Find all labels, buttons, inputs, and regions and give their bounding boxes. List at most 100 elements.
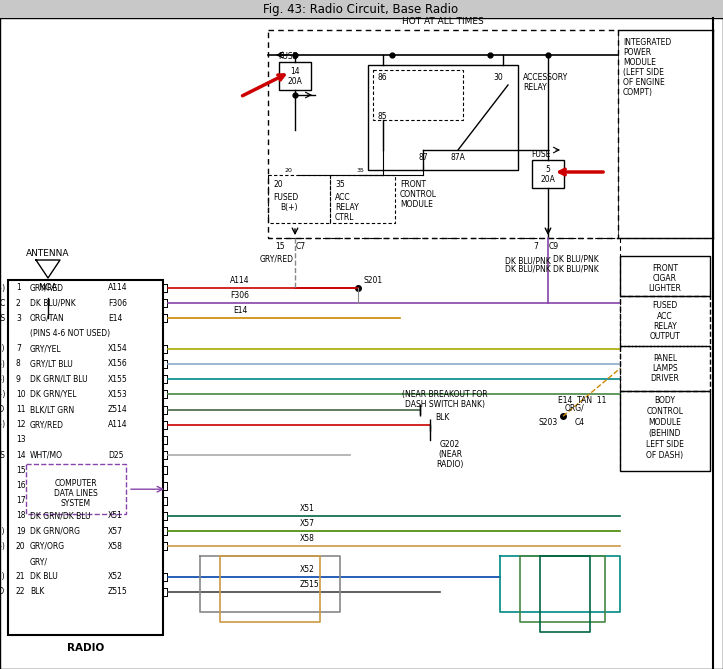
Text: DRIVER: DRIVER <box>651 374 680 383</box>
Text: LR SPKR (+): LR SPKR (+) <box>0 527 5 536</box>
Text: ORG/TAN: ORG/TAN <box>30 314 65 323</box>
Text: Fig. 43: Radio Circuit, Base Radio: Fig. 43: Radio Circuit, Base Radio <box>263 3 458 15</box>
Text: DK BLU/PNK: DK BLU/PNK <box>553 265 599 274</box>
Text: FRONT: FRONT <box>652 264 678 273</box>
Text: 17: 17 <box>16 496 25 505</box>
Text: FUSE: FUSE <box>278 52 297 61</box>
Text: F306: F306 <box>231 291 249 300</box>
Text: D25: D25 <box>108 451 124 460</box>
Text: DK BLU/PNK: DK BLU/PNK <box>30 298 76 308</box>
Text: (BEHIND: (BEHIND <box>649 429 681 438</box>
Text: BODY: BODY <box>654 396 675 405</box>
Text: ACC: ACC <box>657 312 673 321</box>
Text: OF ENGINE: OF ENGINE <box>623 78 664 87</box>
Text: GRY/RED: GRY/RED <box>30 420 64 429</box>
Text: 20A: 20A <box>288 78 302 86</box>
Bar <box>532 160 564 188</box>
Text: PANEL: PANEL <box>653 354 677 363</box>
Text: X154: X154 <box>108 345 128 353</box>
Text: Z514: Z514 <box>108 405 128 414</box>
Text: ANTENNA: ANTENNA <box>26 249 69 258</box>
Text: 3: 3 <box>16 314 21 323</box>
Text: 20: 20 <box>284 168 292 173</box>
Text: S201: S201 <box>363 276 382 285</box>
Text: DK GRN/YEL: DK GRN/YEL <box>30 390 77 399</box>
Text: COMPUTER: COMPUTER <box>55 479 98 488</box>
Bar <box>620 296 710 346</box>
Text: 35: 35 <box>335 180 345 189</box>
Text: ACCESSORY: ACCESSORY <box>523 72 568 82</box>
Text: FUSED ACC: FUSED ACC <box>0 298 5 308</box>
Text: L INST PNL(-): L INST PNL(-) <box>0 375 5 384</box>
Text: FUSED: FUSED <box>273 193 299 202</box>
Text: 7: 7 <box>16 345 21 353</box>
Text: RELAY: RELAY <box>653 322 677 331</box>
Text: GROUND: GROUND <box>0 587 5 597</box>
Text: A114: A114 <box>230 276 250 285</box>
Text: INTEGRATED: INTEGRATED <box>623 38 671 47</box>
Text: 14: 14 <box>290 66 300 76</box>
Text: X153: X153 <box>108 390 128 399</box>
Text: 5: 5 <box>546 165 550 173</box>
Text: 2: 2 <box>16 298 21 308</box>
Bar <box>279 62 311 90</box>
Text: ORG/: ORG/ <box>565 403 585 413</box>
Text: CIGAR: CIGAR <box>653 274 677 283</box>
Text: HOT AT ALL TIMES: HOT AT ALL TIMES <box>402 17 484 26</box>
Bar <box>330 175 395 223</box>
Text: 22: 22 <box>16 587 25 597</box>
Text: DK GRN/DK BLU: DK GRN/DK BLU <box>30 512 90 520</box>
Text: C9: C9 <box>549 242 559 251</box>
Text: Z515: Z515 <box>300 580 320 589</box>
Bar <box>373 70 463 120</box>
Text: DK BLU: DK BLU <box>30 572 58 581</box>
Text: (NEAR BREAKOUT FOR: (NEAR BREAKOUT FOR <box>402 390 488 399</box>
Text: E14: E14 <box>233 306 247 315</box>
Bar <box>26 464 126 514</box>
Bar <box>0 0 723 18</box>
Text: MODULE: MODULE <box>649 418 682 427</box>
Text: PCI BUS: PCI BUS <box>0 451 5 460</box>
Text: LEFT SIDE: LEFT SIDE <box>646 440 684 449</box>
Text: L INST PNL(+): L INST PNL(+) <box>0 390 5 399</box>
Text: DK BLU/PNK: DK BLU/PNK <box>505 265 551 274</box>
Text: GROUND: GROUND <box>0 405 5 414</box>
Text: R INST PNL(+): R INST PNL(+) <box>0 345 5 353</box>
Text: NCA: NCA <box>38 283 58 292</box>
Text: B(+): B(+) <box>280 203 297 212</box>
Text: MODULE: MODULE <box>400 200 433 209</box>
Bar <box>268 30 618 238</box>
Text: 7: 7 <box>533 242 538 251</box>
Text: DK GRN/LT BLU: DK GRN/LT BLU <box>30 375 87 384</box>
Text: RADIO): RADIO) <box>436 460 463 469</box>
Text: 12: 12 <box>16 420 25 429</box>
Text: C4: C4 <box>575 418 585 427</box>
Text: RELAY: RELAY <box>335 203 359 212</box>
Text: 15: 15 <box>16 466 25 475</box>
Text: X51: X51 <box>300 504 315 513</box>
Text: 20A: 20A <box>541 175 555 185</box>
Text: 20: 20 <box>16 542 25 551</box>
Text: 10: 10 <box>16 390 25 399</box>
Text: DATA LINES: DATA LINES <box>54 488 98 498</box>
Text: LAMPS: LAMPS <box>652 364 678 373</box>
Text: 13: 13 <box>16 436 25 444</box>
Text: GRY/: GRY/ <box>30 557 48 566</box>
Text: X58: X58 <box>300 535 315 543</box>
Text: OUTPUT: OUTPUT <box>650 332 680 341</box>
Text: ACC: ACC <box>335 193 351 202</box>
Text: R INST PNL(-): R INST PNL(-) <box>0 359 5 369</box>
Text: MODULE: MODULE <box>623 58 656 67</box>
Text: DASH SWITCH BANK): DASH SWITCH BANK) <box>405 399 485 409</box>
Text: 35: 35 <box>356 168 364 173</box>
Text: E14: E14 <box>108 314 122 323</box>
Text: RR SPKR (+): RR SPKR (+) <box>0 572 5 581</box>
Text: 18: 18 <box>16 512 25 520</box>
Text: RELAY: RELAY <box>523 82 547 92</box>
Text: CONTROL: CONTROL <box>400 190 437 199</box>
Text: X52: X52 <box>108 572 123 581</box>
Text: COMPT): COMPT) <box>623 88 653 97</box>
Text: 30: 30 <box>493 73 503 82</box>
Text: 87: 87 <box>418 153 428 162</box>
Text: FUSED B(+): FUSED B(+) <box>0 284 5 292</box>
